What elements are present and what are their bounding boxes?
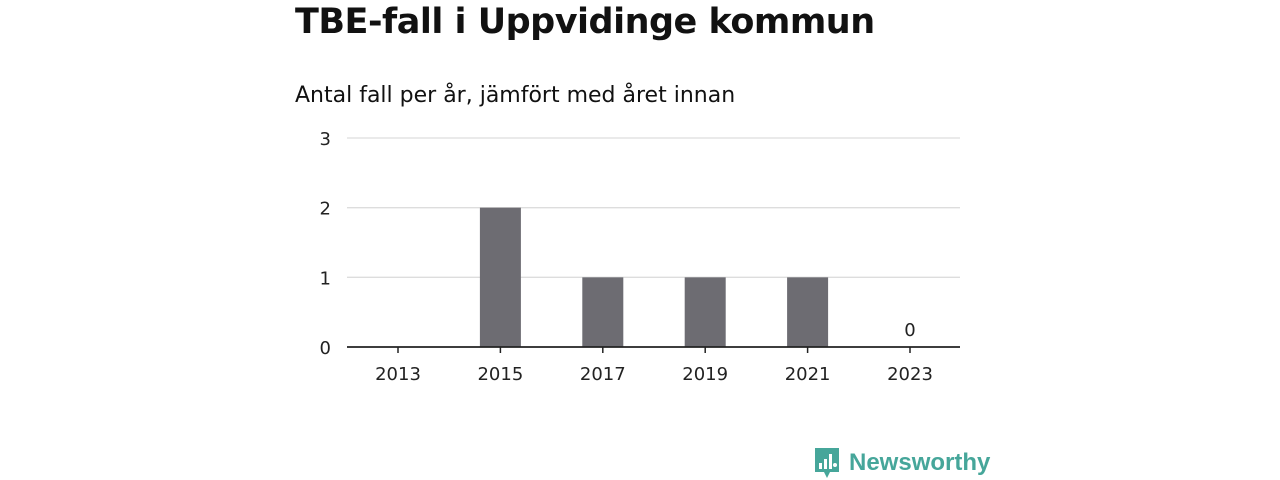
bar-2021 xyxy=(787,277,829,347)
bar-2017 xyxy=(582,277,624,347)
x-tick-label: 2015 xyxy=(477,364,523,385)
x-tick-label: 2019 xyxy=(682,364,728,385)
chart-title: TBE-fall i Uppvidinge kommun xyxy=(295,2,875,42)
brand-logo: Newsworthy xyxy=(813,446,990,480)
x-tick-label: 2021 xyxy=(785,364,831,385)
newsworthy-logo-icon xyxy=(815,448,839,478)
x-tick-label: 2017 xyxy=(580,364,626,385)
y-tick-label: 3 xyxy=(320,129,331,150)
bar-2015 xyxy=(479,207,521,347)
y-tick-label: 2 xyxy=(320,199,331,220)
data-label: 0 xyxy=(904,320,915,341)
y-tick-label: 1 xyxy=(320,268,331,289)
brand-name: Newsworthy xyxy=(849,449,991,476)
y-tick-label: 0 xyxy=(320,338,331,359)
chart-subtitle: Antal fall per år, jämfört med året inna… xyxy=(295,83,736,108)
bar-2019 xyxy=(684,277,726,347)
x-tick-label: 2023 xyxy=(887,364,933,385)
x-tick-label: 2013 xyxy=(375,364,421,385)
